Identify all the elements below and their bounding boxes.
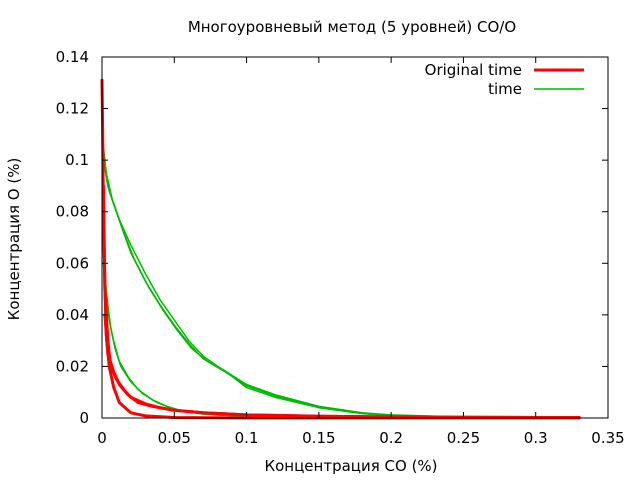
- x-tick-label: 0.25: [447, 429, 480, 447]
- legend-label: time: [488, 80, 522, 98]
- series-line-time-3: [104, 164, 580, 419]
- x-axis-label: Концентрация CO (%): [264, 457, 437, 475]
- x-tick-label: 0.05: [158, 429, 191, 447]
- series-line-time-1: [102, 146, 580, 419]
- chart-title: Многоуровневый метод (5 уровней) CO/O: [188, 18, 516, 36]
- y-tick-label: 0: [79, 409, 89, 427]
- y-tick-label: 0.06: [56, 254, 89, 272]
- x-tick-label: 0.2: [379, 429, 403, 447]
- y-axis-label: Концентрация O (%): [5, 158, 23, 321]
- y-tick-label: 0.14: [56, 48, 89, 66]
- series-line-time-4: [102, 262, 580, 419]
- x-tick-label: 0.1: [235, 429, 259, 447]
- series-line-time-2: [102, 159, 580, 419]
- series-line-time-5: [104, 275, 580, 419]
- series-line-original-time-1: [100, 78, 581, 420]
- series-line-original-time-2: [101, 184, 581, 419]
- y-tick-label: 0.08: [56, 203, 89, 221]
- series-layer: [100, 78, 581, 420]
- ticks-layer: 0 0.05 0.1 0.15 0.2 0.25 0.3 0.35 0 0.02 0.04 0.06 0…: [56, 48, 625, 447]
- y-tick-label: 0.02: [56, 357, 89, 375]
- x-tick-label: 0.15: [302, 429, 335, 447]
- y-tick-label: 0.04: [56, 306, 89, 324]
- x-tick-label: 0.35: [591, 429, 624, 447]
- x-tick-label: 0: [97, 429, 107, 447]
- x-tick-label: 0.3: [524, 429, 548, 447]
- y-tick-label: 0.1: [65, 151, 89, 169]
- series-line-original-time-3: [103, 313, 581, 419]
- y-tick-label: 0.12: [56, 100, 89, 118]
- plot-frame: [101, 56, 609, 419]
- legend-label: Original time: [425, 61, 522, 79]
